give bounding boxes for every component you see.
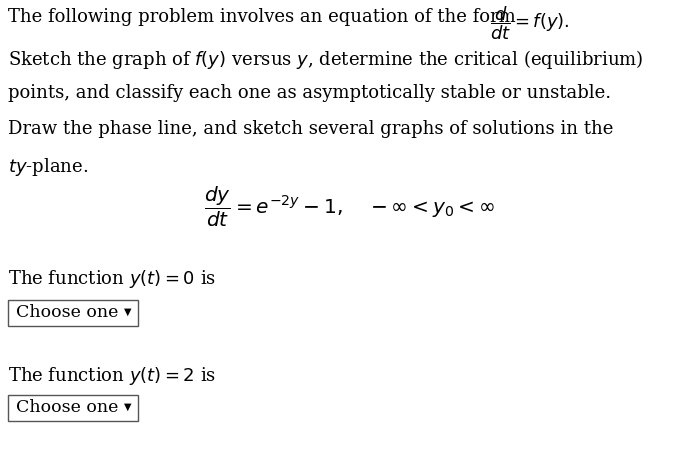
Text: Sketch the graph of $f(y)$ versus $y$, determine the critical (equilibrium): Sketch the graph of $f(y)$ versus $y$, d… bbox=[8, 48, 643, 71]
Text: The function $y(t) = 0$ is: The function $y(t) = 0$ is bbox=[8, 268, 216, 290]
Text: Choose one: Choose one bbox=[16, 399, 118, 416]
Text: Draw the phase line, and sketch several graphs of solutions in the: Draw the phase line, and sketch several … bbox=[8, 120, 613, 138]
Text: ▼: ▼ bbox=[124, 402, 132, 412]
FancyBboxPatch shape bbox=[8, 300, 138, 326]
Text: Choose one: Choose one bbox=[16, 303, 118, 320]
Text: The following problem involves an equation of the form: The following problem involves an equati… bbox=[8, 8, 522, 26]
Text: ▼: ▼ bbox=[124, 307, 132, 317]
Text: $\dfrac{d}{dt} = f(y).$: $\dfrac{d}{dt} = f(y).$ bbox=[490, 4, 570, 42]
Text: points, and classify each one as asymptotically stable or unstable.: points, and classify each one as asympto… bbox=[8, 84, 611, 102]
FancyBboxPatch shape bbox=[8, 395, 138, 421]
Text: The function $y(t) = 2$ is: The function $y(t) = 2$ is bbox=[8, 365, 216, 387]
Text: $ty$-plane.: $ty$-plane. bbox=[8, 156, 88, 178]
Text: $\dfrac{dy}{dt} = e^{-2y} - 1, \quad -\infty < y_0 < \infty$: $\dfrac{dy}{dt} = e^{-2y} - 1, \quad -\i… bbox=[204, 185, 496, 229]
